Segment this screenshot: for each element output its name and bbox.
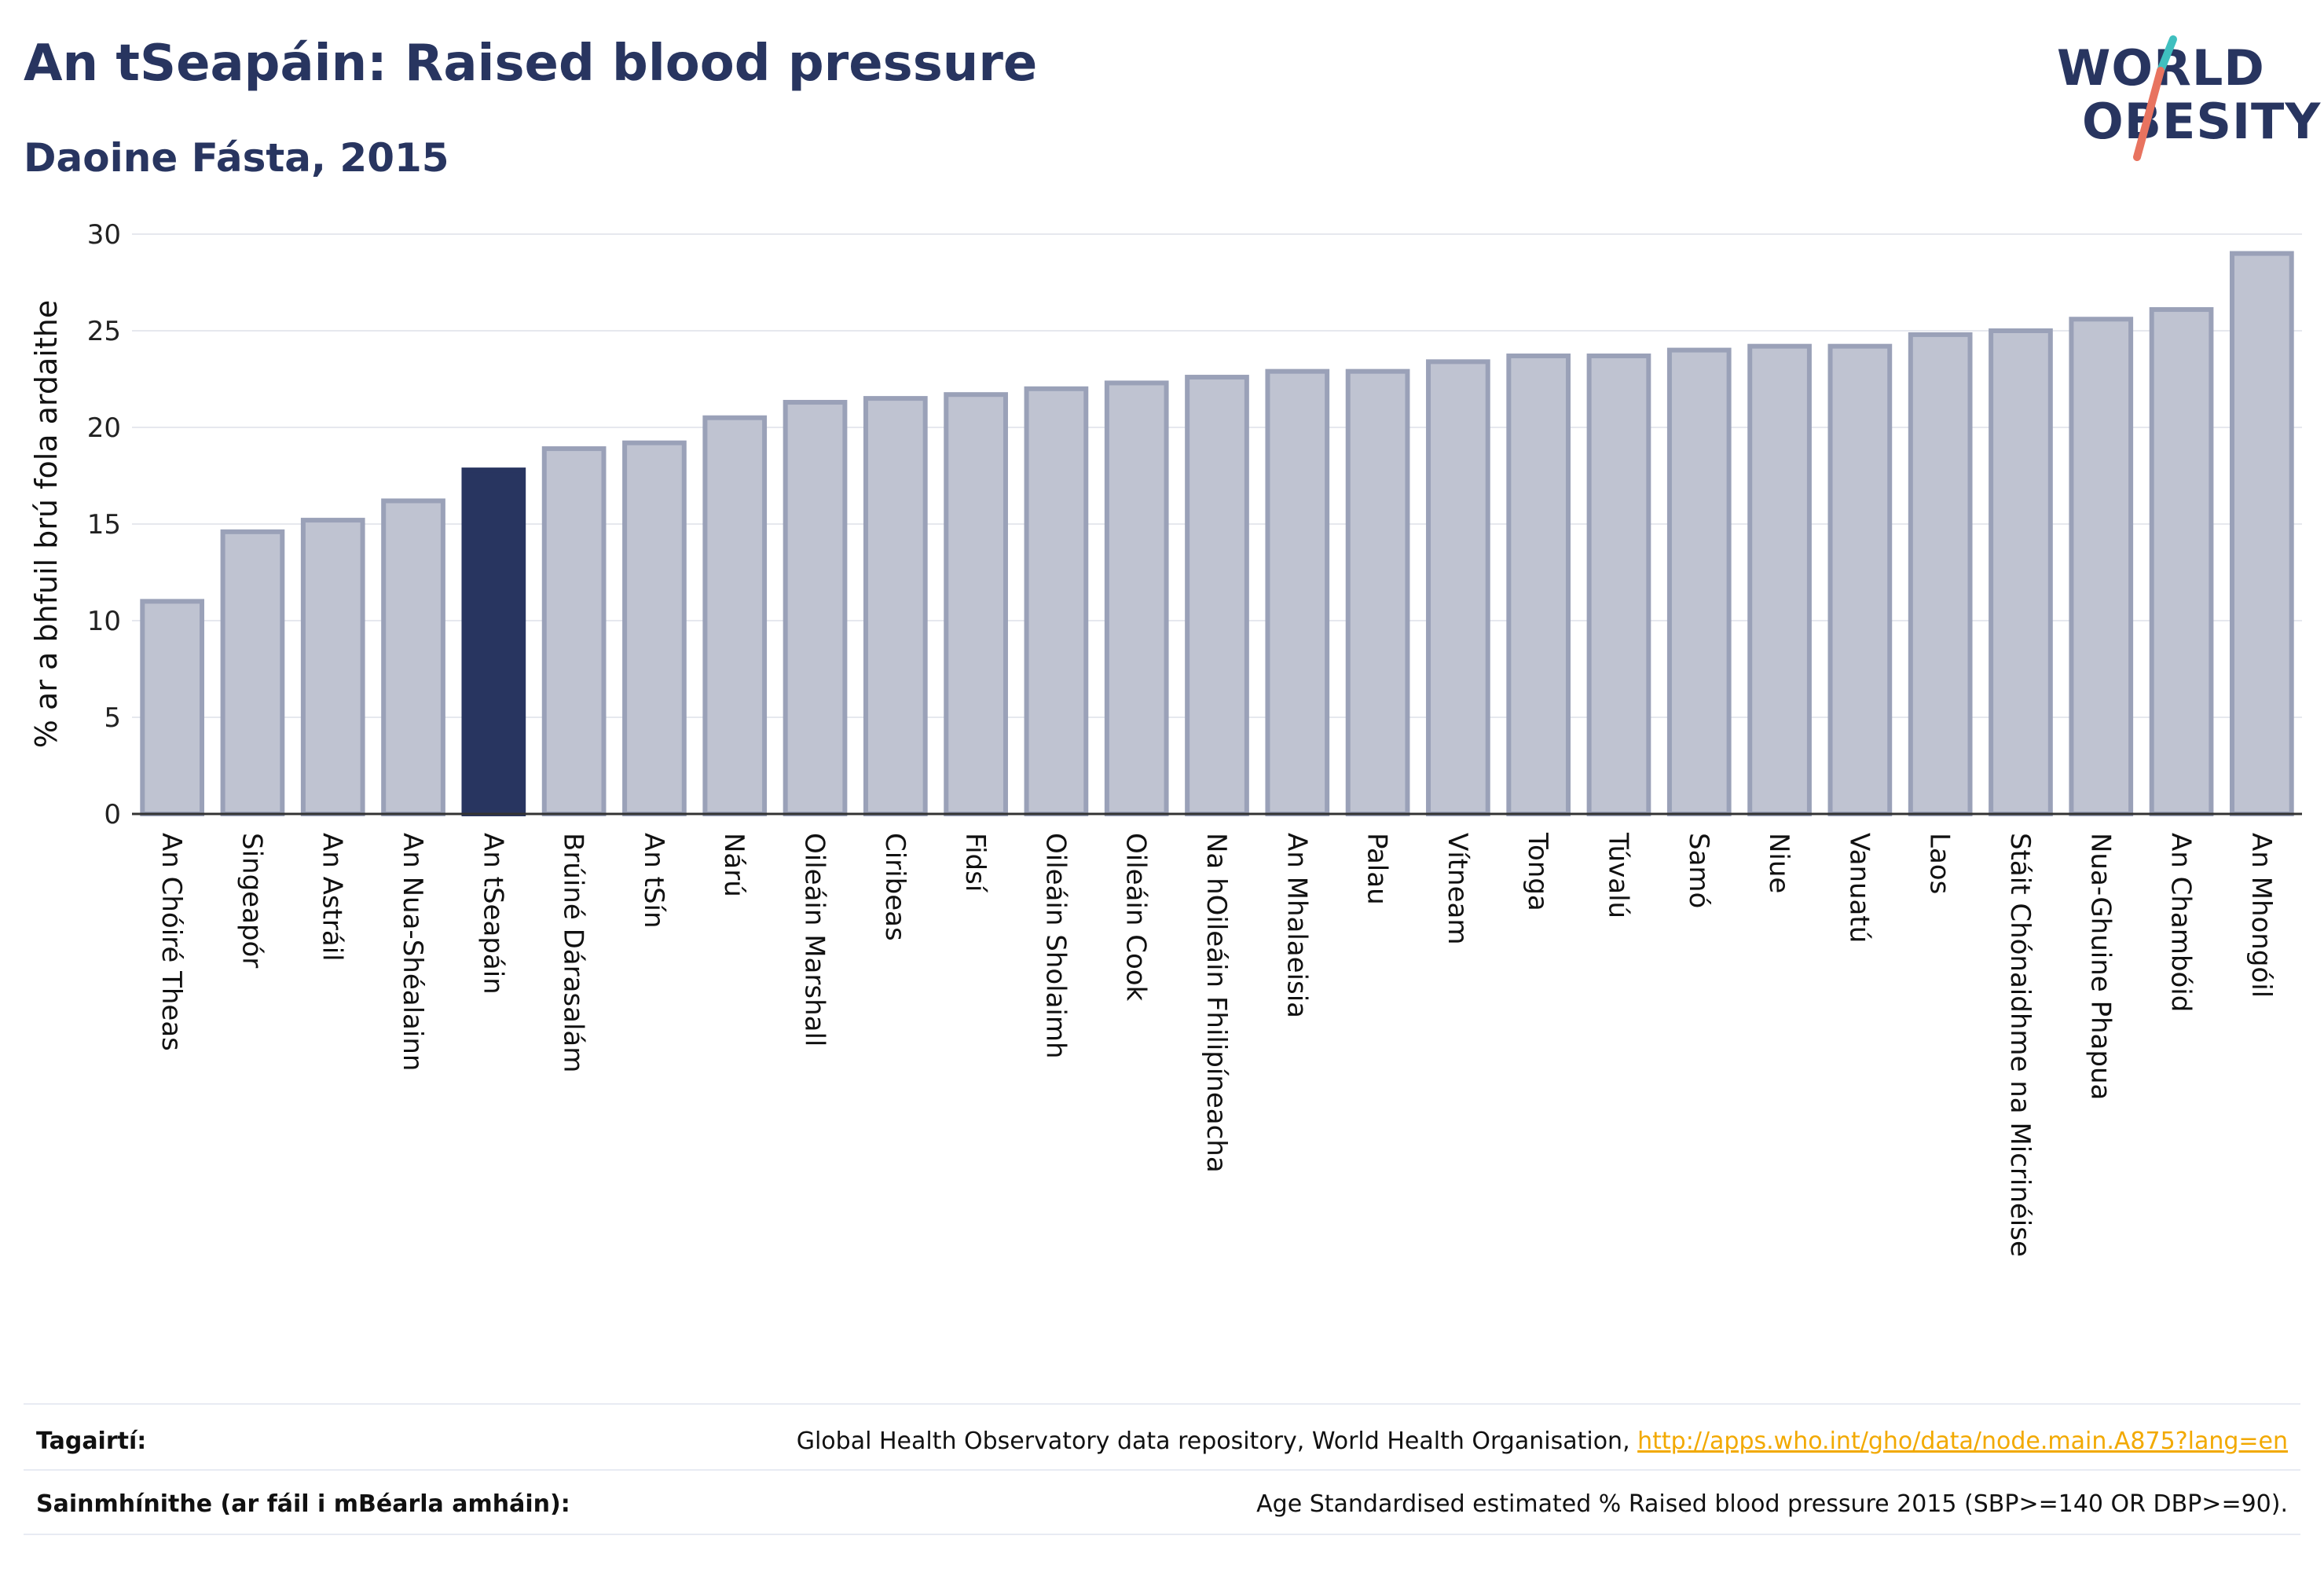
- references-label: Tagairtí:: [36, 1427, 147, 1455]
- x-tick-label: An tSeapáin: [477, 833, 508, 995]
- definitions-label: Sainmhínithe (ar fáil i mBéarla amháin):: [36, 1490, 570, 1518]
- footer-divider-top: [24, 1403, 2300, 1405]
- definitions-value: Age Standardised estimated % Raised bloo…: [1256, 1490, 2288, 1518]
- x-tick-label: An Chóiré Theas: [156, 833, 187, 1051]
- bar: [1506, 353, 1571, 817]
- bar: [1827, 343, 1893, 816]
- bar: [702, 415, 768, 816]
- bar: [140, 599, 204, 816]
- bar: [1426, 359, 1490, 817]
- bar: [863, 396, 928, 817]
- bar-chart: 0 5 10 15 20 25 30 % ar a bhfuil brú fola ardai…: [29, 219, 2302, 1257]
- x-tick-label: Oileáin Marshall: [799, 833, 830, 1046]
- bar: [944, 392, 1008, 816]
- y-axis-label: % ar a bhfuil brú fola ardaithe: [29, 300, 64, 748]
- x-tick-label: Niue: [1763, 833, 1794, 893]
- x-tick-label: An Mhongóil: [2245, 833, 2277, 998]
- x-tick-label: Oileáin Sholaimh: [1039, 833, 1071, 1059]
- x-tick-label: Ciribeas: [879, 833, 911, 941]
- x-tick-label: Palau: [1362, 833, 1393, 905]
- x-tick-label: Tonga: [1522, 832, 1553, 911]
- x-tick-label: Nárú: [718, 833, 750, 897]
- x-tick-label: An Mhalaeisia: [1281, 833, 1312, 1018]
- references-value: Global Health Observatory data repositor…: [797, 1428, 2300, 1455]
- bar: [622, 440, 687, 816]
- bar: [1666, 347, 1732, 817]
- x-tick-label: Vanuatú: [1843, 833, 1875, 943]
- x-tick-label: Vítneam: [1442, 833, 1473, 944]
- bar-highlight: [461, 467, 526, 816]
- bar: [1104, 380, 1169, 817]
- bar: [300, 518, 365, 816]
- bar: [1586, 353, 1651, 817]
- x-tick-label: Na hOileáin Fhilipíneacha: [1200, 833, 1232, 1173]
- x-tick-label: Samó: [1683, 833, 1714, 908]
- bar: [2149, 306, 2214, 816]
- y-tick-label: 15: [87, 509, 121, 541]
- footer-divider-middle: [24, 1469, 2300, 1471]
- y-tick-label: 0: [104, 799, 121, 830]
- logo-slash-icon: [2133, 35, 2177, 161]
- bar: [1185, 375, 1249, 817]
- x-tick-label: Laos: [1924, 833, 1956, 894]
- references-link[interactable]: http://apps.who.int/gho/data/node.main.A…: [1637, 1427, 2288, 1455]
- y-tick-label: 25: [87, 316, 121, 347]
- footer-references-row: Tagairtí: Global Health Observatory data…: [24, 1409, 2300, 1472]
- y-tick-label: 10: [87, 606, 121, 637]
- bar: [1345, 368, 1410, 817]
- y-tick-label: 20: [87, 412, 121, 444]
- footer-definitions-row: Sainmhínithe (ar fáil i mBéarla amháin):…: [24, 1472, 2300, 1535]
- x-tick-label: Brúiné Dárasalám: [558, 833, 589, 1072]
- x-tick-label: Túvalú: [1602, 832, 1633, 918]
- logo-word-obesity: OBESITY: [2082, 93, 2322, 150]
- bar: [2069, 317, 2134, 817]
- x-tick-label: Oileáin Cook: [1120, 833, 1152, 1002]
- bar: [2230, 251, 2294, 817]
- bar: [541, 446, 607, 816]
- world-obesity-logo: WORLD OBESITY: [2051, 24, 2320, 173]
- bar: [220, 529, 285, 816]
- x-tick-label: Nua-Ghuine Phapua: [2084, 833, 2116, 1100]
- y-tick-label: 30: [87, 219, 121, 251]
- y-tick-label: 5: [104, 702, 121, 734]
- x-tick-label: An Astráil: [317, 833, 348, 962]
- bar: [1989, 328, 2053, 816]
- x-tick-label: Fidsí: [959, 833, 991, 893]
- bar: [1265, 368, 1330, 817]
- chart-title: An tSeapáin: Raised blood pressure: [24, 35, 1038, 93]
- references-text: Global Health Observatory data repositor…: [796, 1427, 1638, 1455]
- x-tick-label: An Nua-Shéalainn: [397, 833, 428, 1071]
- x-tick-label: Stáit Chónaidhme na Micrinéise: [2004, 833, 2036, 1257]
- bar: [381, 498, 445, 816]
- footer-divider-bottom: [24, 1534, 2300, 1535]
- x-tick-label: An tSín: [638, 833, 669, 929]
- x-tick-label: Singeapór: [236, 833, 267, 968]
- chart-subtitle: Daoine Fásta, 2015: [24, 135, 449, 181]
- bar: [1024, 386, 1089, 817]
- bar: [1908, 332, 1973, 817]
- x-tick-label: An Chambóid: [2165, 833, 2197, 1012]
- bar: [1747, 343, 1812, 816]
- bar: [783, 400, 848, 816]
